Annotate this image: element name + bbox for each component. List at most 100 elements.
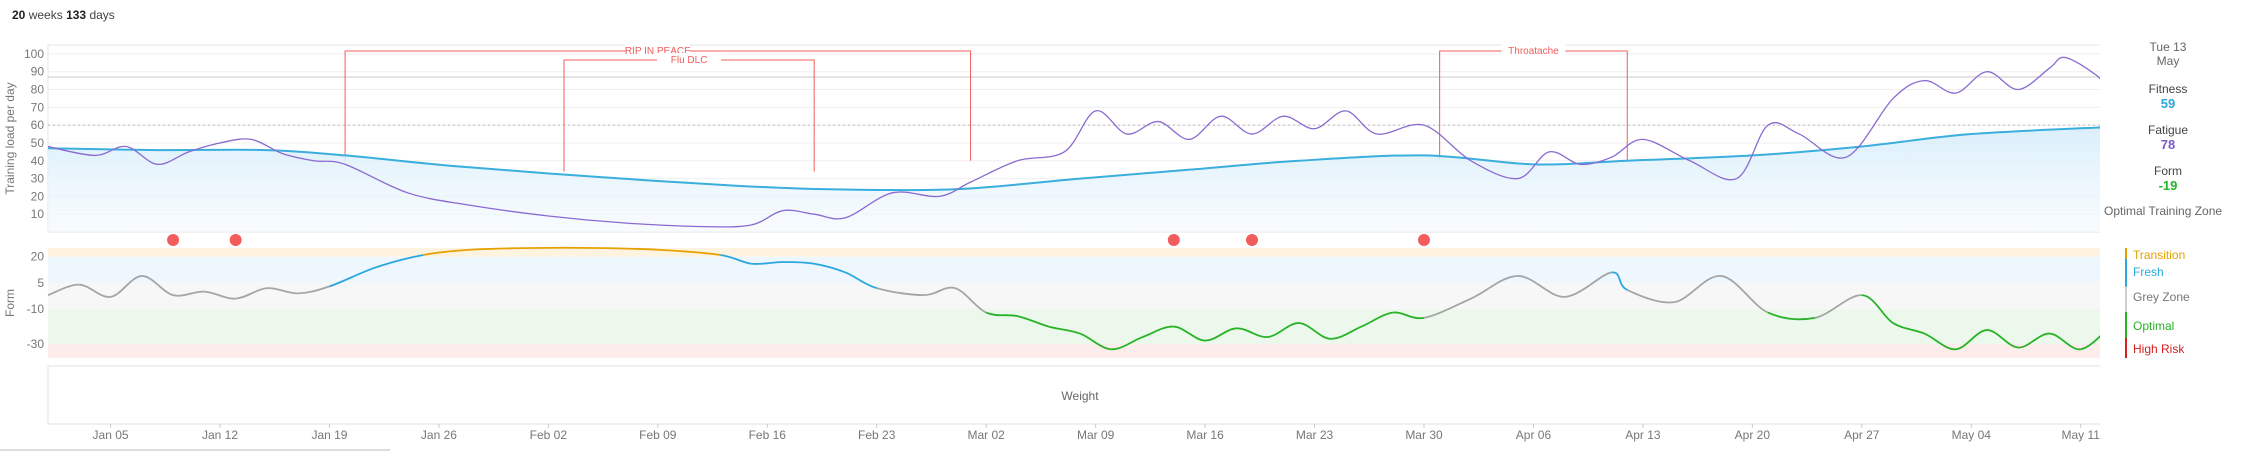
form-label: Form	[2154, 164, 2182, 178]
form-line-segment	[79, 283, 111, 298]
form-line-segment	[923, 286, 956, 297]
fatigue-readout: Fatigue 78	[2108, 123, 2228, 152]
form-line-segment	[1861, 294, 1894, 324]
form-line-segment	[1205, 327, 1237, 342]
form-line-segment	[876, 287, 924, 297]
form-line-segment	[814, 262, 846, 274]
xtick-label: Apr 13	[1625, 428, 1661, 442]
form-zone-band	[48, 256, 2100, 283]
form-line-segment	[1298, 322, 1331, 340]
fitness-readout: Fitness 59	[2108, 82, 2228, 111]
form-line-segment	[1111, 336, 1143, 351]
load-ytick-label: 90	[31, 65, 45, 79]
training-chart: 10 20 30 40 50 60 70 80 90 100 Training load per d…	[3, 44, 2100, 442]
form-line-segment	[2049, 332, 2081, 351]
form-line-segment	[782, 261, 815, 265]
form-line-segment	[376, 254, 424, 269]
xtick-label: Feb 16	[749, 428, 787, 442]
form-line-segment	[845, 271, 877, 290]
weeks-value: 20	[12, 8, 26, 22]
load-y-axis-label: Training load per day	[3, 82, 17, 194]
form-zone-legend: Transition Fresh Grey Zone Optimal High …	[2125, 248, 2245, 358]
weight-label: Weight	[1061, 389, 1099, 403]
form-line-segment	[1361, 311, 1393, 328]
zone-grey: Grey Zone	[2133, 290, 2190, 304]
sidebar: Tue 13 May Fitness 59 Fatigue 78 Form -1…	[2104, 40, 2248, 218]
form-line-segment	[751, 261, 783, 265]
activity-marker	[229, 234, 242, 246]
form-zone-band	[48, 344, 2100, 358]
form-line-segment	[2080, 335, 2100, 351]
activity-marker	[1418, 234, 1430, 246]
horizontal-scrollbar[interactable]	[0, 449, 390, 451]
form-value: -19	[2158, 178, 2178, 193]
form-line-segment	[1517, 275, 1565, 298]
form-line-segment	[1423, 297, 1472, 319]
activity-marker	[1167, 234, 1180, 246]
form-line-segment	[1986, 329, 2019, 349]
form-line-segment	[1330, 325, 1362, 340]
period-summary: 20 weeks 133 days	[12, 8, 115, 22]
annotation-label: Throatache	[1508, 46, 1559, 57]
fitness-value: 59	[2160, 96, 2176, 111]
form-line-segment	[1048, 325, 1081, 335]
annotation-label: RIP IN PEACE	[625, 46, 691, 57]
zone-transition: Transition	[2133, 248, 2186, 262]
form-zone-band	[48, 282, 2100, 310]
form-line-segment	[657, 248, 721, 256]
form-line-segment	[1626, 289, 1675, 304]
form-line-segment	[141, 275, 174, 297]
weeks-unit: weeks	[28, 8, 63, 22]
form-line-segment	[1923, 332, 1956, 351]
form-line-segment	[720, 254, 752, 265]
form-line-segment	[1955, 329, 1988, 351]
form-line-segment	[1611, 271, 1628, 291]
activity-marker	[167, 234, 180, 246]
form-line-segment	[1017, 315, 1049, 328]
form-y-axis-label: Form	[3, 289, 17, 317]
form-ytick-label: 20	[31, 250, 45, 264]
xtick-label: Jan 26	[421, 428, 457, 442]
form-line-segment	[2018, 332, 2050, 349]
form-line-segment	[985, 311, 1018, 317]
form-line-segment	[1173, 325, 1206, 342]
load-ytick-label: 60	[31, 118, 45, 132]
xtick-label: Apr 06	[1516, 428, 1552, 442]
form-line-segment	[954, 287, 987, 314]
zone-fresh: Fresh	[2133, 265, 2164, 279]
weight-panel	[47, 365, 2100, 425]
form-line-segment	[1392, 311, 1425, 320]
form-line-segment	[298, 285, 330, 295]
form-line-segment	[172, 290, 205, 297]
form-line-segment	[470, 247, 533, 251]
xtick-label: Jan 12	[202, 428, 238, 442]
load-ytick-label: 10	[31, 207, 45, 221]
xtick-label: Apr 20	[1735, 428, 1771, 442]
form-line-segment	[1673, 275, 1722, 304]
form-ytick-label: -10	[27, 302, 45, 316]
form-line-segment	[423, 248, 471, 256]
xtick-label: Feb 09	[639, 428, 677, 442]
xtick-label: Mar 23	[1296, 428, 1334, 442]
form-line-segment	[1814, 294, 1862, 319]
load-ytick-label: 80	[31, 83, 45, 97]
form-line-segment	[235, 287, 268, 300]
form-line-segment	[1236, 327, 1268, 338]
days-value: 133	[66, 8, 87, 22]
xtick-label: Feb 02	[530, 428, 568, 442]
fatigue-value: 78	[2160, 137, 2176, 152]
form-line-segment	[266, 287, 299, 295]
form-line-segment	[1892, 322, 1925, 335]
days-unit: days	[89, 8, 115, 22]
form-line-segment	[1564, 271, 1612, 298]
hover-date: Tue 13 May	[2108, 40, 2228, 68]
form-line-segment	[329, 266, 377, 288]
activity-marker	[1246, 234, 1258, 246]
optimal-training-zone-label: Optimal Training Zone	[2104, 204, 2223, 218]
form-line-segment	[1267, 322, 1299, 338]
hover-date-month: May	[2156, 54, 2180, 68]
xtick-label: Jan 19	[311, 428, 347, 442]
load-ytick-label: 100	[24, 47, 44, 61]
form-line-segment	[1767, 311, 1816, 321]
annotation-label-bg	[657, 53, 722, 65]
